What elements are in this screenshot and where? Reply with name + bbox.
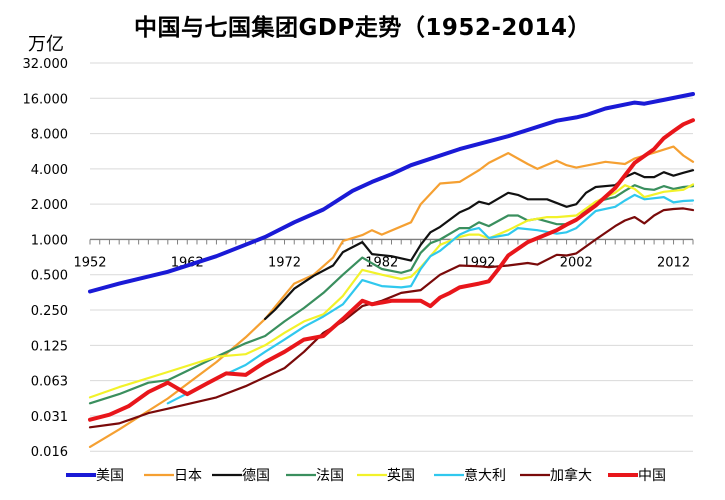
y-tick-label: 0.016 [31,445,68,460]
chart-title: 中国与七国集团GDP走势（1952-2014） [134,15,591,41]
x-tick-label: 1972 [268,255,301,270]
y-tick-label: 0.125 [31,339,68,354]
series-line-0 [88,92,695,294]
y-tick-label: 0.031 [31,410,68,425]
x-tick-label: 2002 [560,255,593,270]
legend-label: 德国 [242,468,270,484]
y-tick-label: 1.000 [31,233,68,248]
legend-label: 中国 [638,468,666,484]
series-line-3 [88,184,695,405]
series-line-5 [166,193,695,405]
y-tick-label: 2.000 [31,198,68,213]
x-tick-label: 2012 [657,255,690,270]
legend-label: 美国 [96,468,124,484]
legend-label: 意大利 [464,467,506,484]
legend-label: 法国 [316,468,344,484]
y-tick-label: 16.000 [23,92,69,107]
series-line-2 [264,169,695,320]
x-tick-label: 1952 [73,255,106,270]
legend-label: 加拿大 [550,467,592,484]
y-tick-label: 32.000 [23,57,69,72]
y-axis-unit-label: 万亿 [28,34,64,55]
x-tick-label: 1982 [365,255,398,270]
legend-label: 日本 [174,468,202,484]
y-tick-label: 8.000 [31,128,68,143]
series-line-6 [88,207,695,429]
series-line-7 [88,118,695,422]
x-tick-label: 1992 [462,255,495,270]
y-tick-label: 0.063 [31,375,68,390]
y-tick-label: 0.500 [31,269,68,284]
y-tick-label: 0.250 [31,304,68,319]
series-line-4 [88,183,695,399]
y-tick-label: 4.000 [31,163,68,178]
legend-label: 英国 [387,467,415,484]
